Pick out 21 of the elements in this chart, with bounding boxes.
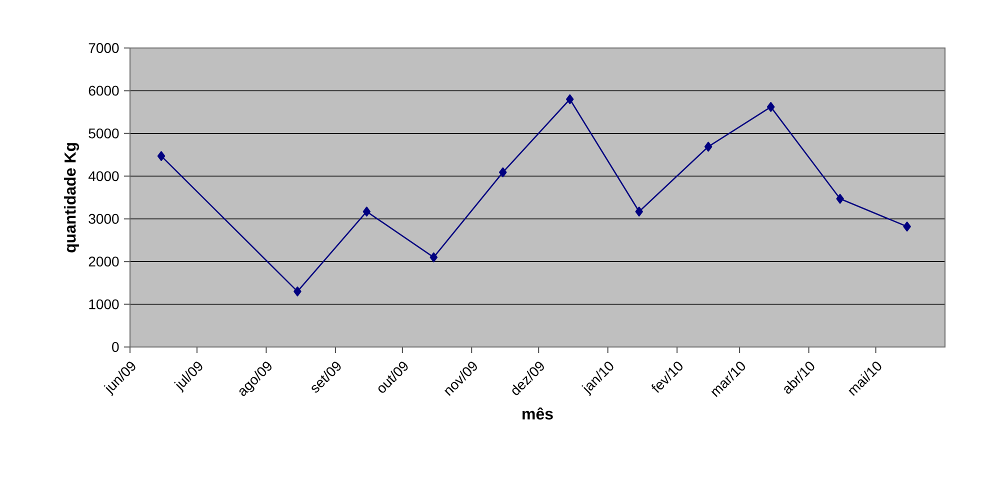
point: [836, 194, 844, 204]
point: [766, 102, 775, 112]
y-tick-label: 7000: [88, 43, 119, 53]
x-axis-title: mês: [522, 407, 553, 420]
point: [157, 151, 166, 162]
y-tick-label: 3000: [88, 214, 119, 224]
y-tick-label: 5000: [88, 128, 119, 138]
y-tick-label: 0: [112, 342, 119, 352]
point: [499, 167, 507, 178]
point: [294, 286, 302, 296]
point: [704, 142, 712, 152]
y-tick-label: 6000: [88, 86, 119, 96]
y-tick-label: 4000: [88, 171, 119, 182]
point: [635, 206, 643, 217]
y-axis-title: quantidade Kg: [64, 143, 79, 252]
y-tick-label: 2000: [88, 256, 119, 267]
point: [903, 222, 911, 232]
point: [566, 94, 574, 104]
point: [430, 252, 438, 262]
point: [362, 206, 371, 217]
y-tick-label: 1000: [89, 299, 119, 310]
